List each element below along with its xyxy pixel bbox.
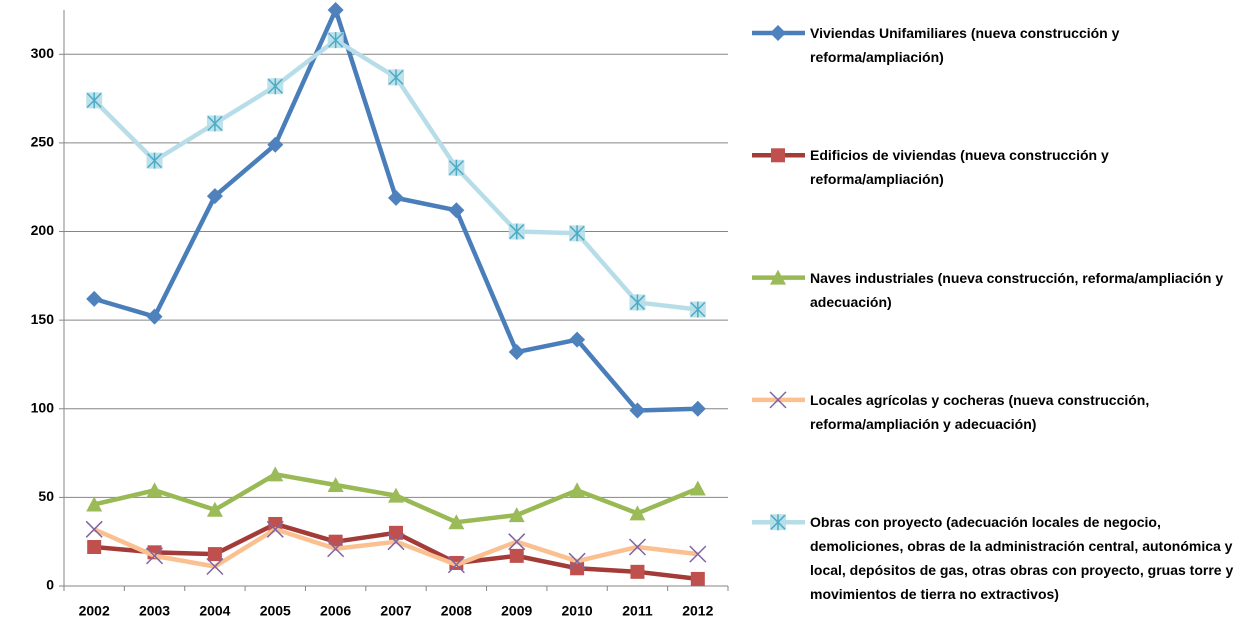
marker xyxy=(770,514,786,531)
marker xyxy=(207,547,222,562)
marker xyxy=(508,533,526,551)
marker xyxy=(86,92,102,109)
marker xyxy=(448,159,464,176)
x-tick-label: 2011 xyxy=(622,603,653,619)
marker xyxy=(328,32,344,49)
marker xyxy=(206,557,224,576)
marker xyxy=(388,189,404,206)
x-tick-label: 2010 xyxy=(562,603,593,619)
marker xyxy=(146,547,164,565)
marker xyxy=(86,496,103,512)
x-tick-label: 2005 xyxy=(260,603,291,619)
y-tick-label: 0 xyxy=(46,577,54,593)
marker xyxy=(569,225,585,242)
marker xyxy=(508,507,525,523)
marker xyxy=(267,466,284,482)
marker xyxy=(569,482,586,498)
marker xyxy=(267,136,284,153)
marker xyxy=(267,78,283,95)
marker xyxy=(568,552,586,570)
marker xyxy=(508,344,525,361)
marker xyxy=(629,505,646,521)
legend-label: Viviendas Unifamiliares (nueva construcc… xyxy=(810,25,1120,65)
marker xyxy=(388,487,404,503)
marker xyxy=(87,540,102,555)
marker xyxy=(629,402,646,419)
x-tick-label: 2003 xyxy=(139,603,170,619)
y-tick-label: 250 xyxy=(31,134,55,150)
marker xyxy=(327,2,344,18)
x-tick-label: 2002 xyxy=(79,603,110,619)
marker xyxy=(509,548,524,563)
marker xyxy=(266,520,284,538)
marker xyxy=(86,290,103,307)
marker xyxy=(629,294,645,311)
marker xyxy=(327,540,345,558)
marker xyxy=(389,525,403,540)
x-tick-label: 2008 xyxy=(441,603,472,619)
marker xyxy=(207,115,223,132)
x-tick-label: 2004 xyxy=(199,603,230,619)
marker xyxy=(388,69,404,86)
y-tick-label: 50 xyxy=(38,488,54,504)
y-tick-label: 200 xyxy=(31,222,55,238)
marker xyxy=(770,25,786,41)
x-tick-label: 2009 xyxy=(501,603,532,619)
marker xyxy=(147,152,163,169)
marker xyxy=(206,188,223,205)
marker xyxy=(448,514,465,530)
marker xyxy=(628,538,646,556)
marker xyxy=(206,501,223,517)
marker xyxy=(569,331,586,348)
y-tick-label: 150 xyxy=(31,311,55,327)
marker xyxy=(268,516,283,531)
marker xyxy=(769,391,787,409)
y-tick-label: 300 xyxy=(31,45,55,61)
marker xyxy=(630,564,645,579)
marker xyxy=(689,480,706,496)
legend-label: Obras con proyecto (adecuación locales d… xyxy=(810,514,1234,603)
legend-label: Edificios de viviendas (nueva construcci… xyxy=(810,147,1109,188)
x-tick-label: 2006 xyxy=(320,603,351,619)
marker xyxy=(146,482,163,498)
legend-label: Locales agrícolas y cocheras (nueva cons… xyxy=(810,391,1150,432)
marker xyxy=(387,533,405,551)
marker xyxy=(509,223,525,240)
x-tick-label: 2007 xyxy=(380,603,411,619)
marker xyxy=(690,301,706,318)
marker xyxy=(146,308,163,325)
x-tick-label: 2012 xyxy=(682,603,713,619)
marker xyxy=(770,269,786,285)
marker xyxy=(689,400,706,417)
y-tick-label: 100 xyxy=(31,399,55,415)
marker xyxy=(689,545,707,563)
marker xyxy=(85,520,103,538)
legend-label: Naves industriales (nueva construcción, … xyxy=(810,269,1224,310)
marker xyxy=(771,148,785,163)
marker xyxy=(327,476,344,492)
marker xyxy=(448,202,465,219)
marker xyxy=(690,571,705,586)
marker xyxy=(447,556,465,574)
